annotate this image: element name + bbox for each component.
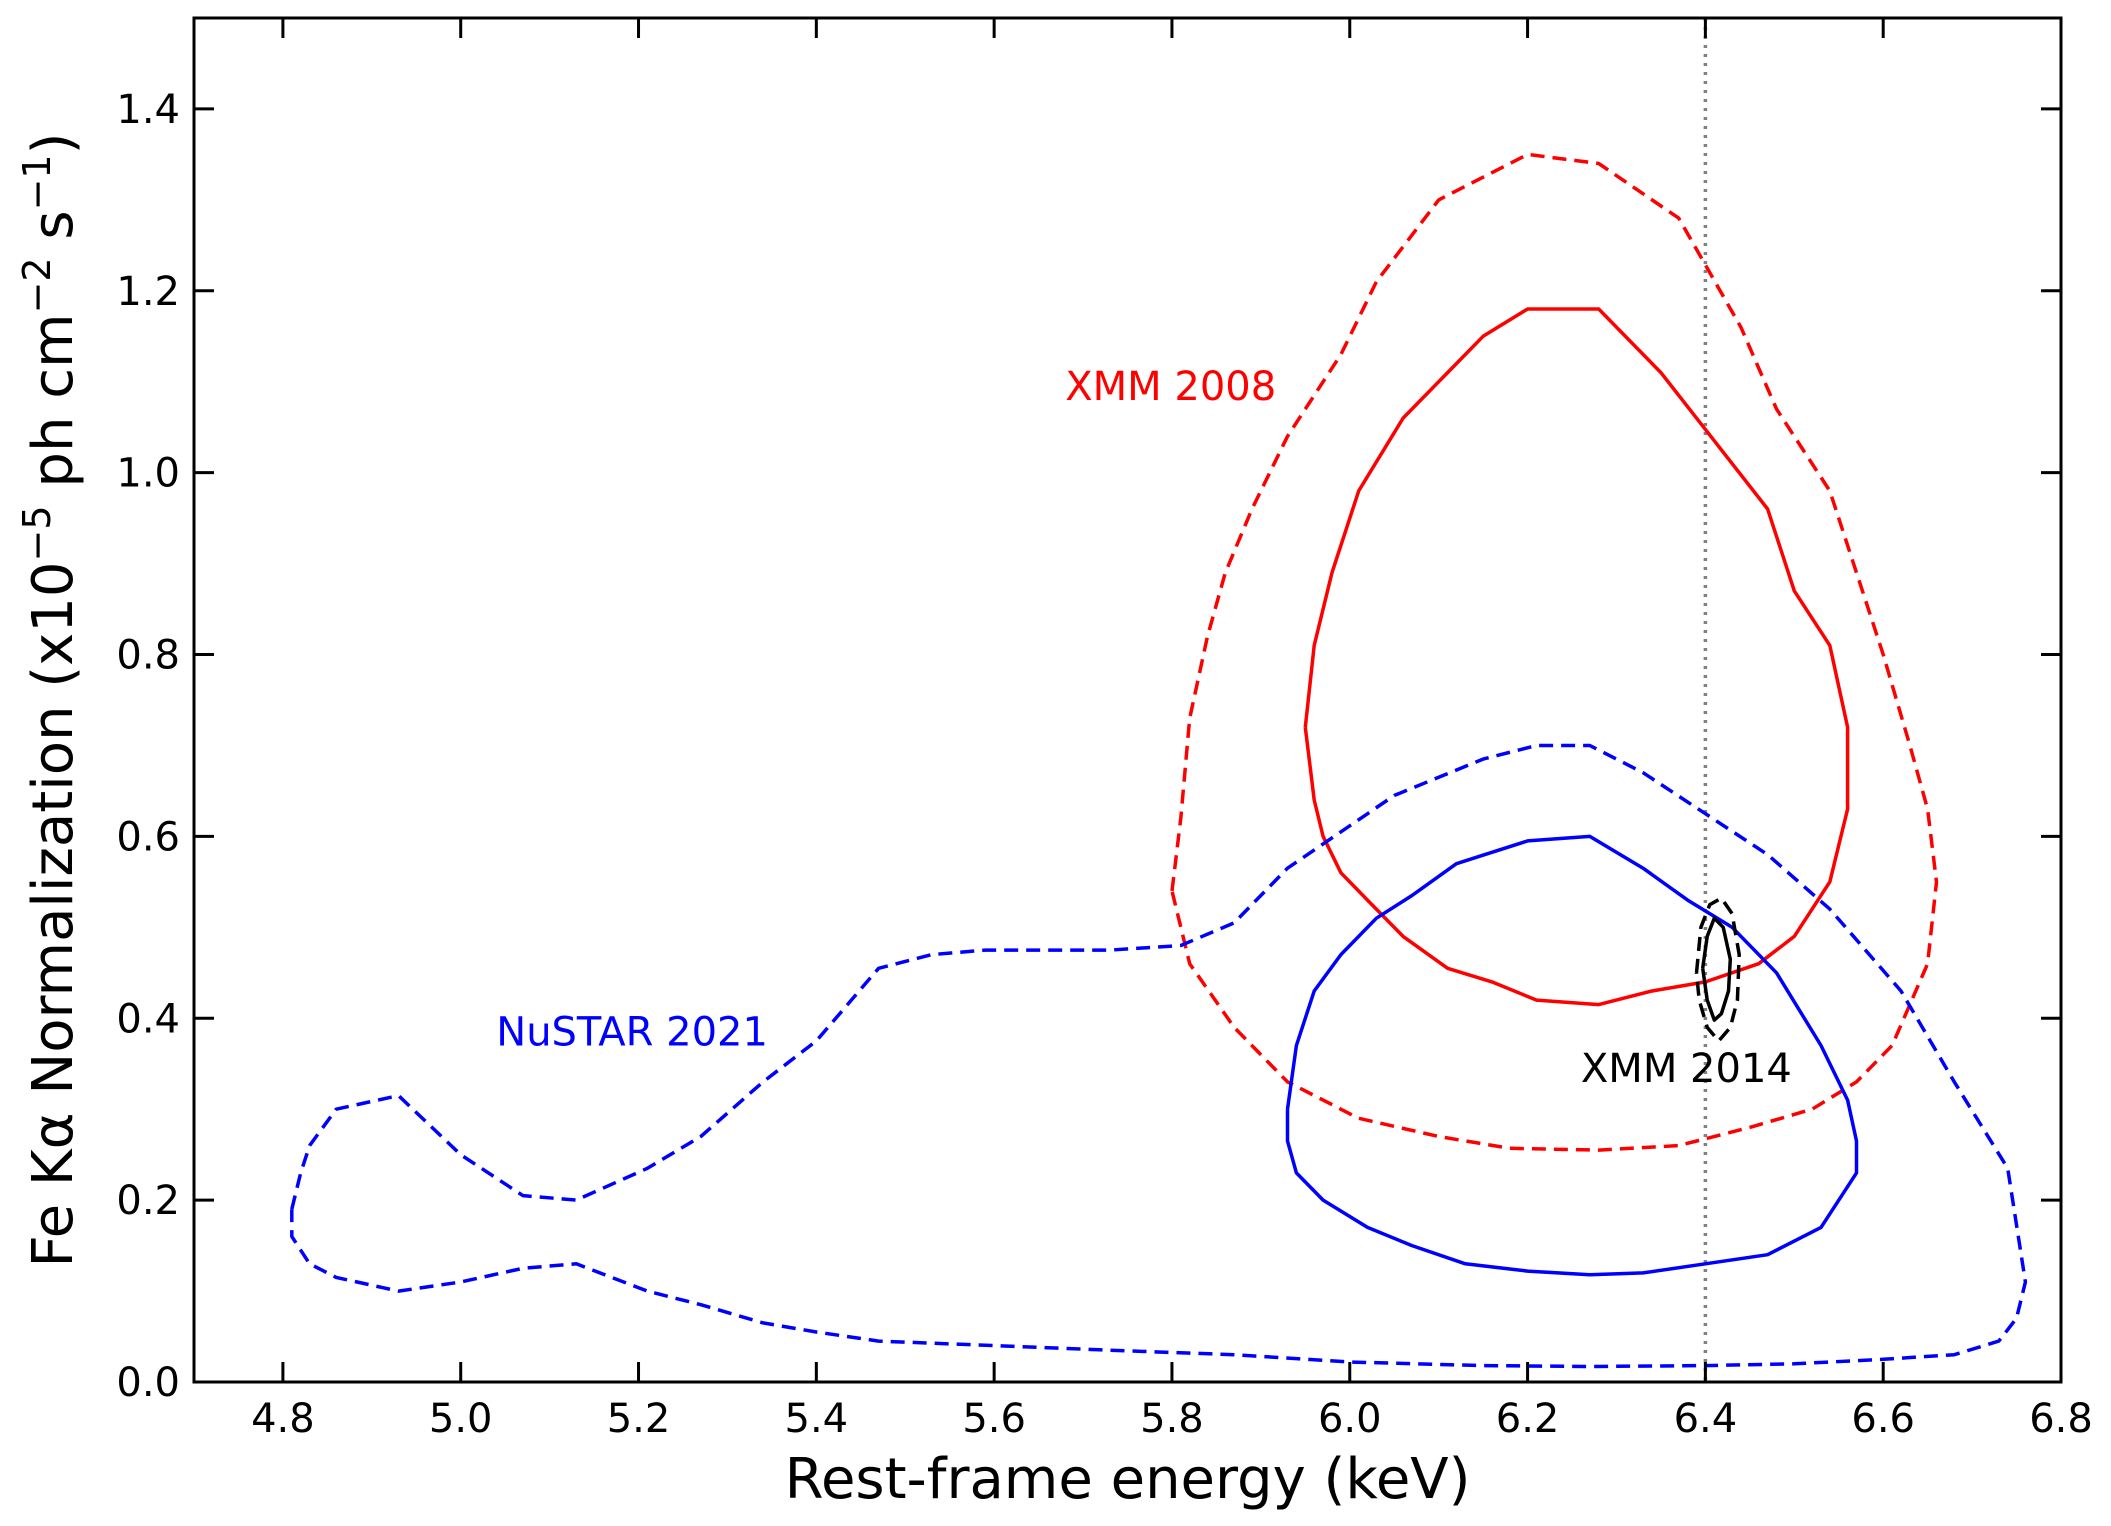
y-tick-label: 1.0: [116, 451, 180, 497]
series-nustar2021-inner: [1285, 834, 1859, 1277]
series-xmm2008-outer: [1170, 152, 1939, 1152]
x-tick-label: 6.2: [1496, 1396, 1560, 1442]
x-tick-label: 5.2: [607, 1396, 671, 1442]
y-axis-title: Fe Kα Normalization (x10−5 ph cm−2 s−1): [15, 133, 86, 1268]
y-axis-title-mid2: s: [21, 210, 86, 257]
series-xmm2014-inner: [1700, 916, 1733, 1022]
annotation-nustar-2021: NuSTAR 2021: [496, 1010, 768, 1056]
y-axis-title-exp3: −1: [15, 154, 59, 210]
annotation-layer: XMM 2008 NuSTAR 2021 XMM 2014: [496, 364, 1792, 1092]
y-tick-label: 1.4: [116, 87, 180, 133]
y-tick-label: 0.8: [116, 633, 180, 679]
annotation-xmm-2014: XMM 2014: [1581, 1046, 1792, 1092]
annotation-xmm-2008: XMM 2008: [1065, 364, 1276, 410]
series-xmm2014-outer: [1694, 896, 1741, 1043]
x-tick-label: 5.0: [429, 1396, 493, 1442]
y-tick-label: 0.2: [116, 1178, 180, 1224]
x-tick-label: 5.8: [1140, 1396, 1204, 1442]
x-tick-label: 6.6: [1851, 1396, 1915, 1442]
x-tick-label: 6.4: [1674, 1396, 1738, 1442]
tick-layer: 4.8 5.0 5.2 5.4 5.6 5.8 6.0 6.2 6.4 6.6 6.8 0.0 0.2 0…: [116, 18, 2093, 1442]
y-tick-label: 0.6: [116, 814, 180, 860]
y-axis-title-exp1: −5: [15, 505, 59, 561]
contour-series-layer: [290, 152, 2028, 1369]
x-axis-title: Rest-frame energy (keV): [785, 1447, 1471, 1512]
x-tick-label: 6.0: [1318, 1396, 1382, 1442]
x-tick-label: 6.8: [2029, 1396, 2093, 1442]
x-tick-label: 5.6: [962, 1396, 1026, 1442]
x-tick-label: 4.8: [251, 1396, 315, 1442]
y-axis-title-mid1: ph cm: [21, 313, 86, 505]
y-tick-label: 0.0: [116, 1360, 180, 1406]
series-xmm2008-inner: [1303, 307, 1850, 1007]
y-axis-title-exp2: −2: [15, 257, 59, 313]
plot-frame: [192, 16, 2063, 1384]
y-axis-title-base: Fe Kα Normalization (x10: [21, 561, 86, 1267]
y-tick-label: 0.4: [116, 996, 180, 1042]
y-axis-title-end: ): [21, 133, 86, 155]
y-tick-label: 1.2: [116, 269, 180, 315]
x-tick-label: 5.4: [785, 1396, 849, 1442]
